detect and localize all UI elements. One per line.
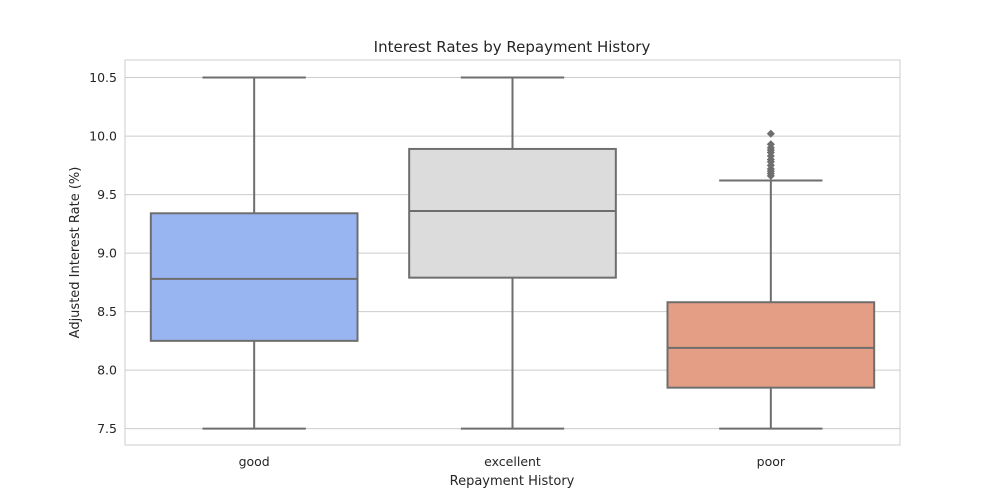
x-tick-label: good [239, 454, 270, 469]
outlier-point [766, 140, 775, 149]
boxes [149, 76, 876, 430]
x-axis-ticks: good excellent poor [239, 454, 786, 469]
box-group [666, 129, 876, 430]
y-tick-label: 8.0 [97, 363, 117, 378]
y-axis-ticks: 7.5 8.0 8.5 9.0 9.5 10.0 10.5 [89, 70, 117, 436]
box-group [408, 76, 617, 430]
iqr-box [666, 301, 876, 389]
x-tick-label: excellent [484, 454, 541, 469]
plot-frame [124, 59, 901, 446]
y-tick-label: 8.5 [97, 304, 117, 319]
y-axis-label: Adjusted Interest Rate (%) [68, 167, 83, 339]
y-tick-label: 10.0 [89, 129, 117, 144]
iqr-box [149, 212, 359, 342]
y-tick-label: 9.0 [97, 246, 117, 261]
y-tick-label: 7.5 [97, 421, 117, 436]
y-tick-label: 10.5 [89, 70, 117, 85]
outlier-point [766, 129, 775, 138]
y-tick-label: 9.5 [97, 187, 117, 202]
box-group [149, 76, 359, 430]
chart-title: Interest Rates by Repayment History [374, 38, 651, 56]
x-tick-label: poor [757, 454, 786, 469]
iqr-box [408, 147, 617, 279]
x-axis-label: Repayment History [450, 474, 575, 489]
